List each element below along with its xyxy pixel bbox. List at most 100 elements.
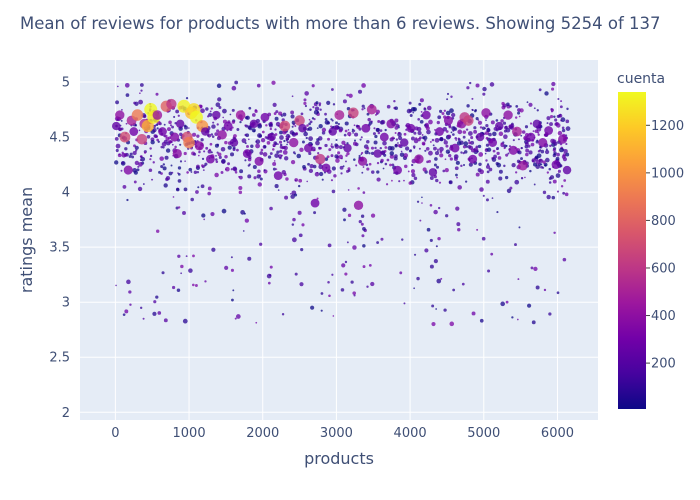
background-point xyxy=(121,109,123,111)
background-point xyxy=(139,306,143,310)
background-point xyxy=(448,154,452,158)
background-point xyxy=(489,82,495,87)
background-point xyxy=(339,165,344,170)
background-point xyxy=(533,183,536,186)
background-point xyxy=(309,164,314,169)
background-point xyxy=(286,133,290,138)
background-point xyxy=(524,141,529,146)
background-point xyxy=(486,170,490,174)
background-point xyxy=(280,154,283,157)
background-point xyxy=(251,128,256,133)
background-point xyxy=(188,167,193,172)
background-point xyxy=(140,156,146,162)
y-tick-label: 2 xyxy=(62,406,70,421)
background-point xyxy=(290,159,296,165)
background-point xyxy=(157,311,162,315)
background-point xyxy=(564,192,569,197)
background-point xyxy=(208,148,212,152)
background-point xyxy=(550,108,553,111)
background-point xyxy=(419,119,424,124)
data-point xyxy=(321,163,331,173)
data-point xyxy=(348,107,359,119)
background-point xyxy=(445,110,451,116)
data-point xyxy=(166,98,177,110)
background-point xyxy=(114,160,119,165)
colorbar-tick-label: 1200 xyxy=(651,119,684,134)
background-point xyxy=(353,294,356,297)
background-point xyxy=(324,120,330,125)
background-point xyxy=(124,82,130,88)
background-point xyxy=(360,153,363,156)
background-point xyxy=(269,127,273,131)
background-point xyxy=(209,110,212,113)
background-point xyxy=(247,256,252,261)
background-point xyxy=(521,130,526,134)
background-point xyxy=(188,268,193,273)
background-point xyxy=(367,117,371,122)
data-point xyxy=(414,154,424,164)
background-point xyxy=(312,106,315,109)
background-point xyxy=(460,151,463,154)
background-point xyxy=(298,178,303,183)
colorbar-title: cuenta xyxy=(617,71,665,87)
background-point xyxy=(361,171,364,174)
background-point xyxy=(332,315,335,317)
background-point xyxy=(306,180,309,183)
background-point xyxy=(460,164,463,168)
data-point xyxy=(468,154,478,164)
background-point xyxy=(114,137,119,141)
background-point xyxy=(163,318,168,323)
background-point xyxy=(120,120,123,122)
background-point xyxy=(545,148,548,151)
background-point xyxy=(410,136,415,141)
background-point xyxy=(559,147,564,153)
background-point xyxy=(445,214,449,218)
background-point xyxy=(231,120,236,124)
background-point xyxy=(291,223,295,226)
background-point xyxy=(399,271,403,275)
background-point xyxy=(135,149,138,152)
background-point xyxy=(346,241,349,244)
background-point xyxy=(395,123,399,127)
x-tick-label: 3000 xyxy=(320,426,353,441)
background-point xyxy=(244,124,247,127)
background-point xyxy=(273,160,276,162)
background-point xyxy=(357,89,363,94)
colorbar-ticks: 200 400 600 800 1000 1200 xyxy=(646,119,684,372)
background-point xyxy=(188,127,190,129)
background-point xyxy=(279,156,282,160)
background-point xyxy=(168,120,172,125)
background-point xyxy=(557,130,563,136)
background-point xyxy=(543,288,547,292)
background-point xyxy=(527,303,532,308)
background-point xyxy=(476,150,479,153)
background-point xyxy=(232,136,235,139)
background-point xyxy=(438,181,442,184)
background-point xyxy=(413,287,415,290)
background-point xyxy=(313,211,317,215)
background-point xyxy=(308,168,314,173)
background-point xyxy=(379,129,383,132)
background-point xyxy=(183,151,187,156)
background-point xyxy=(337,151,341,155)
background-point xyxy=(374,134,378,139)
background-point xyxy=(234,317,237,320)
y-tick-label: 5 xyxy=(62,76,70,91)
background-point xyxy=(394,118,399,123)
background-point xyxy=(313,148,316,152)
data-point xyxy=(175,119,185,129)
data-point xyxy=(152,110,163,120)
background-point xyxy=(475,172,480,177)
background-point xyxy=(302,165,306,169)
background-point xyxy=(485,159,488,162)
background-point xyxy=(151,178,154,181)
background-point xyxy=(371,170,375,174)
background-point xyxy=(282,112,287,117)
background-point xyxy=(370,281,375,287)
background-point xyxy=(132,168,137,173)
background-point xyxy=(292,132,297,137)
background-point xyxy=(142,183,145,185)
background-point xyxy=(462,130,467,134)
background-point xyxy=(304,91,309,96)
background-point xyxy=(445,144,449,148)
